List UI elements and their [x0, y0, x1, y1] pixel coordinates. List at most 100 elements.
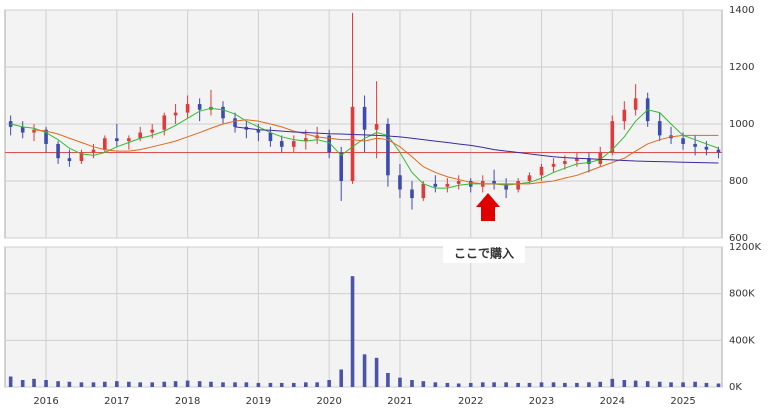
candle-body: [185, 104, 190, 113]
candle-body: [575, 158, 579, 162]
candle-body: [162, 115, 167, 130]
volume-bar: [468, 382, 473, 387]
volume-bar: [185, 380, 190, 387]
candle-body: [398, 175, 402, 190]
volume-bar: [398, 377, 402, 387]
volume-bar: [445, 382, 450, 387]
x-tick-label: 2019: [246, 396, 271, 407]
candle-body: [610, 121, 615, 153]
y-tick-label: 800K: [729, 289, 755, 300]
volume-bar: [339, 369, 344, 387]
candle-body: [115, 138, 119, 142]
volume-bar: [32, 378, 36, 387]
volume-bar: [622, 380, 627, 387]
candle-body: [44, 129, 48, 144]
volume-bar: [197, 381, 202, 387]
y-tick-label: 600: [729, 233, 748, 244]
candle-body: [527, 175, 532, 181]
volume-bar: [716, 383, 721, 387]
arrow: [476, 193, 500, 221]
volume-bar: [56, 381, 60, 387]
volume-bar: [362, 354, 367, 387]
volume-bar: [704, 382, 709, 387]
x-tick-label: 2022: [458, 396, 483, 407]
y-tick-label: 400K: [729, 335, 755, 346]
candle-body: [327, 135, 331, 153]
candle-body: [622, 109, 627, 122]
volume-bar: [315, 382, 319, 387]
x-tick-label: 2018: [175, 396, 200, 407]
candle-body: [221, 106, 225, 119]
volume-bar: [693, 381, 697, 387]
volume-bar: [598, 381, 603, 387]
y-tick-label: 1000: [729, 119, 754, 130]
candle-body: [256, 129, 261, 133]
volume-bar: [504, 382, 508, 387]
volume-bar: [350, 276, 355, 387]
candle-body: [551, 163, 556, 167]
volume-bar: [681, 382, 685, 387]
volume-bar: [410, 380, 414, 387]
volume-bar: [633, 380, 638, 387]
candle-body: [539, 166, 544, 176]
candle-body: [56, 143, 60, 159]
volume-bar: [575, 382, 579, 387]
volume-bar: [244, 382, 249, 387]
volume-bar: [138, 382, 142, 387]
volume-bar: [20, 380, 25, 387]
candle-body: [67, 158, 72, 162]
y-tick-label: 1400: [729, 5, 754, 16]
volume-bar: [233, 382, 237, 387]
candle-body: [492, 181, 496, 184]
candle-body: [279, 141, 284, 147]
candle-body: [386, 124, 390, 176]
candle-body: [633, 98, 638, 110]
y-tick-label: 1200K: [729, 242, 761, 253]
candle-body: [410, 189, 414, 199]
volume-bar: [8, 376, 13, 387]
candle-body: [516, 181, 520, 190]
candle-body: [716, 149, 721, 153]
candle-body: [268, 132, 273, 142]
volume-bar: [162, 381, 167, 387]
volume-bar: [79, 382, 84, 387]
volume-bar: [150, 382, 155, 387]
volume-bar: [44, 380, 48, 387]
volume-bar: [421, 381, 426, 387]
x-tick-label: 2025: [670, 396, 695, 407]
candle-body: [563, 161, 567, 164]
x-tick-label: 2021: [387, 396, 412, 407]
volume-bar: [563, 382, 567, 387]
volume-bar: [221, 382, 225, 387]
ma-line: [234, 126, 719, 164]
candle-body: [693, 143, 697, 147]
y-tick-label: 0K: [729, 382, 742, 393]
volume-bar: [527, 382, 532, 387]
x-tick-label: 2017: [104, 396, 129, 407]
candle-body: [681, 138, 685, 144]
volume-bar: [209, 381, 213, 387]
candle-body: [350, 106, 355, 181]
candle-body: [32, 129, 36, 133]
candle-body: [20, 126, 25, 133]
volume-bar: [327, 380, 331, 387]
candle-body: [291, 141, 296, 147]
annotation: ここで購入: [443, 193, 525, 263]
volume-bar: [291, 382, 296, 387]
ma-line: [33, 119, 719, 185]
volume-bar: [268, 382, 273, 387]
candle-body: [421, 183, 426, 199]
volume-bar: [67, 381, 72, 387]
candle-body: [127, 138, 131, 142]
candle-body: [456, 181, 461, 184]
volume-bar: [127, 381, 131, 387]
volume-bar: [587, 382, 591, 387]
volume-bar: [551, 382, 556, 387]
candle-body: [598, 152, 603, 164]
volume-bar: [539, 382, 544, 387]
volume-bar: [173, 381, 178, 387]
volume-bar: [610, 378, 615, 387]
volume-bar: [456, 383, 461, 387]
volume-bar: [657, 381, 662, 387]
